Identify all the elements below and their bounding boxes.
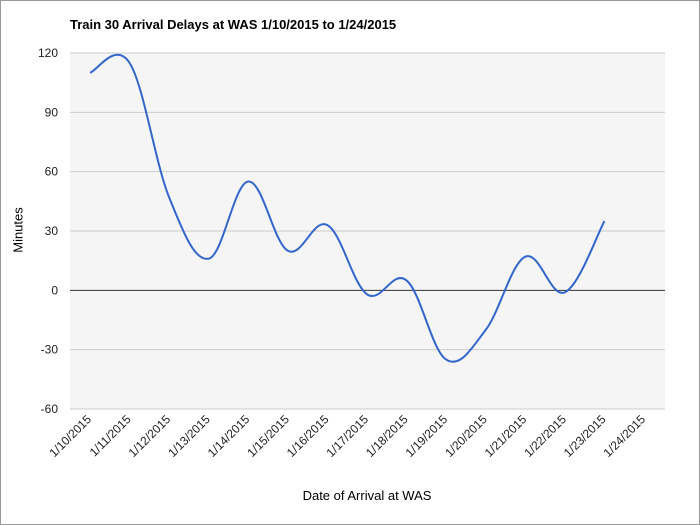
- y-tick-label: 0: [51, 283, 58, 297]
- chart-title: Train 30 Arrival Delays at WAS 1/10/2015…: [70, 17, 397, 32]
- x-tick-label: 1/15/2015: [244, 412, 292, 460]
- y-tick-label: 30: [45, 224, 59, 238]
- y-tick-label: 90: [45, 105, 59, 119]
- x-tick-labels: 1/10/20151/11/20151/12/20151/13/20151/14…: [46, 412, 648, 460]
- x-tick-label: 1/19/2015: [403, 412, 451, 460]
- x-tick-label: 1/22/2015: [521, 412, 569, 460]
- y-tick-label: 120: [38, 46, 58, 60]
- x-tick-label: 1/14/2015: [205, 412, 253, 460]
- x-tick-label: 1/13/2015: [165, 412, 213, 460]
- x-tick-label: 1/18/2015: [363, 412, 411, 460]
- x-tick-label: 1/17/2015: [323, 412, 371, 460]
- gridlines: [70, 52, 665, 410]
- x-tick-label: 1/12/2015: [126, 412, 174, 460]
- x-tick-label: 1/20/2015: [442, 412, 490, 460]
- y-tick-label: -60: [41, 402, 59, 416]
- series-group: [89, 53, 606, 363]
- x-tick-label: 1/10/2015: [46, 412, 94, 460]
- x-tick-label: 1/21/2015: [482, 412, 530, 460]
- y-tick-label: 60: [45, 165, 59, 179]
- x-axis-label: Date of Arrival at WAS: [302, 488, 432, 503]
- x-tick-label: 1/23/2015: [561, 412, 609, 460]
- y-tick-label: -30: [41, 343, 59, 357]
- y-tick-labels: -60 -30 0 30 60 90 120: [38, 46, 58, 416]
- x-tick-label: 1/16/2015: [284, 412, 332, 460]
- x-tick-label: 1/24/2015: [600, 412, 648, 460]
